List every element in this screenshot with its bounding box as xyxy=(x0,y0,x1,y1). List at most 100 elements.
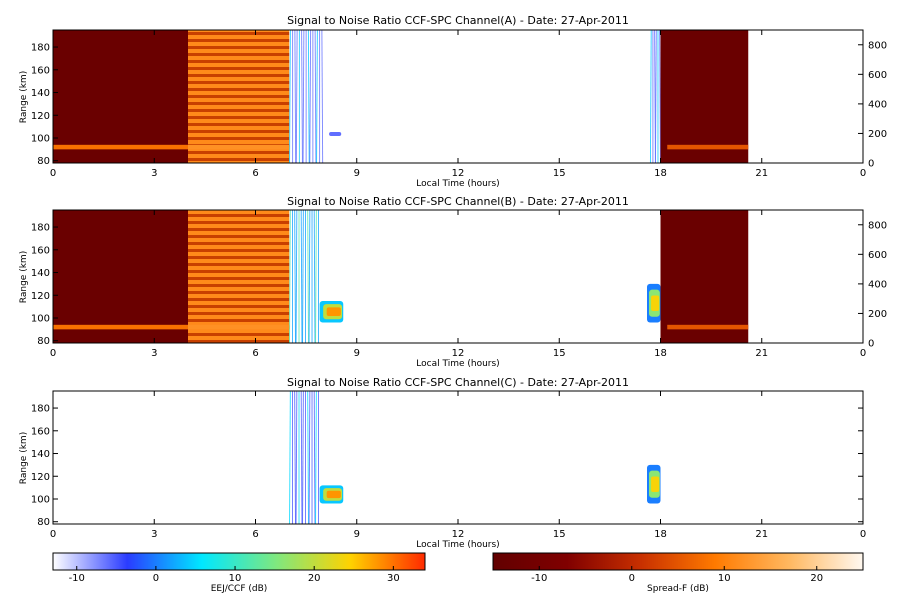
streak-mark xyxy=(295,29,298,164)
panel-b-title: Signal to Noise Ratio CCF-SPC Channel(B)… xyxy=(287,195,629,208)
streak-block xyxy=(649,29,661,164)
colorbar-tick-label: 10 xyxy=(718,573,731,584)
panel-b-plot xyxy=(53,209,749,344)
streak-mark xyxy=(313,209,316,344)
panel-a: Signal to Noise Ratio CCF-SPC Channel(A)… xyxy=(19,14,887,189)
right-tick-label: 200 xyxy=(868,129,887,140)
x-tick-label: 6 xyxy=(252,529,258,540)
panel-b-y-ticks: 80 100 120 140 160 180 xyxy=(31,223,58,347)
right-tick-label: 600 xyxy=(868,70,887,81)
x-tick-label: 0 xyxy=(860,348,866,359)
x-tick-label: 3 xyxy=(151,168,157,179)
colorbar-spreadf-gradient xyxy=(492,552,864,571)
streak-mark xyxy=(659,29,661,164)
echo-blob xyxy=(319,300,344,323)
y-tick-label: 120 xyxy=(31,472,50,483)
right-tick-label: 200 xyxy=(868,309,887,320)
x-tick-label: 12 xyxy=(452,529,465,540)
streak-mark xyxy=(295,209,298,344)
streak-mark xyxy=(308,390,311,525)
colorbar-spreadf: -10 0 10 20 Spread-F (dB) xyxy=(492,552,864,594)
streak-mark xyxy=(289,29,291,164)
panel-a-y-ticks: 80 100 120 140 160 180 xyxy=(31,43,58,167)
y-tick-label: 140 xyxy=(31,268,50,279)
right-tick-label: 400 xyxy=(868,99,887,110)
panel-b: Signal to Noise Ratio CCF-SPC Channel(B)… xyxy=(19,195,887,369)
x-tick-label: 21 xyxy=(755,529,768,540)
x-tick-label: 6 xyxy=(252,348,258,359)
streak-block xyxy=(289,209,319,344)
streak-mark xyxy=(314,29,317,164)
echo-layer xyxy=(667,144,749,150)
colorbar-tick-label: -10 xyxy=(531,573,547,584)
colorbar-tick-label: 0 xyxy=(629,573,635,584)
colorbar-tick-label: 10 xyxy=(229,573,242,584)
echo-blob-core xyxy=(329,131,342,137)
colorbar-spreadf-label: Spread-F (dB) xyxy=(647,584,709,594)
y-tick-label: 120 xyxy=(31,111,50,122)
colorbar-eej-ticks: -10 0 10 20 30 xyxy=(69,566,400,584)
x-tick-label: 9 xyxy=(354,168,360,179)
colorbar-eej-label: EEJ/CCF (dB) xyxy=(211,584,268,594)
colorbar-tick-label: 20 xyxy=(810,573,823,584)
panel-c-frame xyxy=(52,390,864,525)
streak-mark xyxy=(289,209,291,344)
colorbar-tick-label: -10 xyxy=(69,573,85,584)
heat-block xyxy=(660,210,749,343)
streak-mark xyxy=(302,209,304,344)
y-tick-label: 80 xyxy=(37,336,50,347)
y-tick-label: 100 xyxy=(31,133,50,144)
heat-block xyxy=(53,30,188,163)
heat-block xyxy=(53,210,188,343)
right-tick-label: 600 xyxy=(868,250,887,261)
panel-a-plot xyxy=(53,29,749,164)
streak-mark xyxy=(307,209,309,344)
echo-layer xyxy=(188,324,290,330)
x-tick-label: 21 xyxy=(755,348,768,359)
panel-b-xlabel: Local Time (hours) xyxy=(416,359,499,369)
colorbar-spreadf-ticks: -10 0 10 20 xyxy=(531,566,823,584)
right-tick-label: 0 xyxy=(868,339,874,350)
panel-a-ylabel: Range (km) xyxy=(19,71,29,123)
colorbar-eej: -10 0 10 20 30 EEJ/CCF (dB) xyxy=(52,552,426,594)
x-tick-label: 6 xyxy=(252,168,258,179)
panel-a-x-ticks: 0 3 6 9 12 15 18 21 0 xyxy=(50,30,866,179)
y-tick-label: 80 xyxy=(37,517,50,528)
y-tick-label: 160 xyxy=(31,426,50,437)
x-tick-label: 15 xyxy=(553,168,566,179)
panel-c-xlabel: Local Time (hours) xyxy=(416,540,499,550)
colorbar-tick-label: 20 xyxy=(308,573,321,584)
echo-layer xyxy=(667,324,749,330)
y-tick-label: 160 xyxy=(31,245,50,256)
y-tick-label: 180 xyxy=(31,43,50,54)
x-tick-label: 0 xyxy=(860,168,866,179)
echo-blob xyxy=(647,464,661,504)
panel-c-y-ticks: 80 100 120 140 160 180 xyxy=(31,404,863,528)
x-tick-label: 0 xyxy=(50,348,56,359)
streak-mark xyxy=(301,29,303,164)
panel-b-right-ticks: 0 200 400 600 800 xyxy=(858,220,887,350)
y-tick-label: 140 xyxy=(31,88,50,99)
streak-mark xyxy=(321,29,324,164)
echo-blob xyxy=(647,283,661,323)
y-tick-label: 180 xyxy=(31,223,50,234)
right-tick-label: 400 xyxy=(868,279,887,290)
echo-layer xyxy=(53,324,188,330)
x-tick-label: 21 xyxy=(755,168,768,179)
x-tick-label: 0 xyxy=(860,529,866,540)
echo-blob-core xyxy=(651,295,660,311)
x-tick-label: 15 xyxy=(553,529,566,540)
panel-c-ylabel: Range (km) xyxy=(19,432,29,484)
streak-mark xyxy=(289,390,291,525)
x-tick-label: 0 xyxy=(50,168,56,179)
heat-block xyxy=(660,30,749,163)
right-tick-label: 800 xyxy=(868,220,887,231)
y-tick-label: 120 xyxy=(31,291,50,302)
panel-b-ylabel: Range (km) xyxy=(19,251,29,303)
streak-mark xyxy=(295,390,298,525)
streak-mark xyxy=(307,29,310,164)
streak-mark xyxy=(316,29,318,164)
striped-block xyxy=(188,210,290,343)
streak-mark xyxy=(294,209,296,344)
